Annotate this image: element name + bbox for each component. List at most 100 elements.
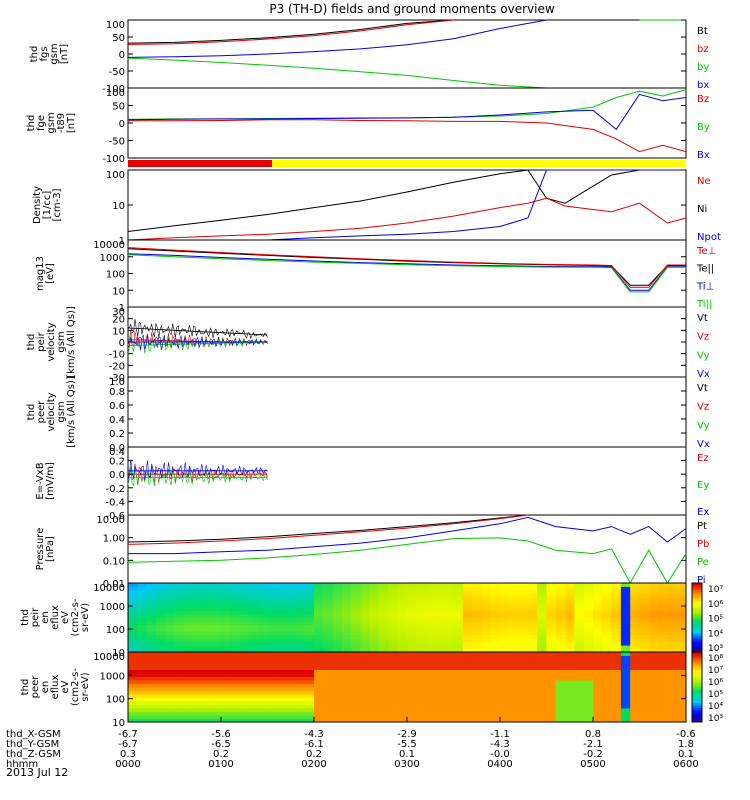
spectrogram-cell [211, 715, 222, 719]
spectrogram-cell [388, 676, 399, 681]
spectrogram-cell [407, 659, 417, 663]
spectrogram-cell [509, 669, 520, 674]
spectrogram-cell [146, 669, 157, 674]
spectrogram-cell [602, 666, 613, 670]
spectrogram-cell [620, 607, 631, 612]
spectrogram-cell [490, 676, 501, 681]
colorbar-cell [692, 659, 702, 662]
spectrogram-cell [453, 607, 464, 612]
spectrogram-cell [221, 662, 231, 667]
spectrogram-cell [183, 607, 194, 612]
spectrogram-cell [658, 583, 668, 587]
spectrogram-cell [416, 694, 427, 698]
spectrogram-cell [230, 648, 241, 653]
spectrogram-cell [407, 694, 417, 698]
spectrogram-cell [462, 697, 473, 702]
spectrogram-cell [341, 676, 352, 681]
spectrogram-cell [434, 669, 445, 674]
spectrogram-cell [360, 641, 371, 646]
spectrogram-cell [276, 673, 287, 677]
spectrogram-cell [555, 586, 566, 591]
spectrogram-cell [593, 704, 603, 709]
spectrogram-cell [146, 645, 157, 650]
spectrogram-cell [509, 627, 520, 632]
spectrogram-cell [490, 603, 501, 608]
y-tick-label: 0.0 [109, 470, 125, 481]
spectrogram-cell [286, 718, 296, 723]
spectrogram-cell [583, 687, 594, 691]
spectrogram-cell [295, 586, 306, 591]
spectrogram-cell [183, 666, 194, 670]
spectrogram-cell [351, 659, 361, 663]
x-tick-label: -0.0 [490, 749, 510, 760]
spectrogram-cell [295, 708, 306, 712]
spectrogram-cell [472, 711, 482, 716]
spectrogram-cell [267, 680, 278, 684]
spectrogram-cell [407, 655, 417, 660]
spectrogram-cell [248, 638, 259, 643]
spectrogram-cell [211, 655, 222, 660]
spectrogram-cell [462, 614, 473, 618]
colorbar-cell [692, 687, 702, 690]
spectrogram-cell [155, 669, 166, 674]
spectrogram-cell [332, 627, 343, 632]
spectrogram-cell [574, 704, 585, 709]
spectrogram-cell [379, 683, 389, 688]
spectrogram-cell [295, 648, 306, 653]
spectrogram-cell [472, 652, 482, 656]
spectrogram-cell [472, 589, 482, 594]
spectrogram-cell [258, 648, 268, 653]
spectrogram-cell [341, 666, 352, 670]
spectrogram-cell [574, 617, 585, 622]
spectrogram-cell [341, 638, 352, 643]
spectrogram-cell [369, 645, 380, 650]
spectrogram-cell [351, 652, 361, 656]
legend-entry-bz: bz [697, 44, 709, 55]
spectrogram-cell [676, 593, 687, 598]
spectrogram-cell [211, 627, 222, 632]
spectrogram-cell [248, 718, 259, 723]
spectrogram-cell [276, 600, 287, 605]
spectrogram-cell [165, 662, 175, 667]
spectrogram-cell [388, 683, 399, 688]
spectrogram-cell [574, 697, 585, 702]
spectrogram-cell [397, 718, 408, 723]
spectrogram-cell [202, 589, 213, 594]
spectrogram-cell [183, 634, 194, 639]
spectrogram-cell [639, 704, 650, 709]
spectrogram-cell [500, 715, 510, 719]
spectrogram-cell [537, 645, 547, 650]
spectrogram-cell [481, 708, 492, 712]
spectrogram-cell [379, 596, 389, 601]
spectrogram-cell [574, 673, 585, 677]
spectrogram-cell [286, 589, 296, 594]
spectrogram-cell [574, 586, 585, 591]
spectrogram-cell [128, 690, 138, 695]
spectrogram-cell [658, 655, 668, 660]
spectrogram-cell [388, 718, 399, 723]
spectrogram-cell [304, 631, 315, 636]
spectrogram-cell [639, 690, 650, 695]
spectrogram-cell [360, 624, 371, 629]
spectrogram-cell [369, 603, 380, 608]
spectrogram-cell [425, 711, 436, 716]
spectrogram-cell [583, 708, 594, 712]
y-tick-label: 0.2 [109, 457, 125, 468]
spectrogram-cell [211, 583, 222, 587]
x-tick-label: 1.8 [678, 739, 694, 750]
spectrogram-cell [537, 607, 547, 612]
spectrogram-cell [379, 673, 389, 677]
spectrogram-cell [434, 614, 445, 618]
spectrogram-cell [202, 697, 213, 702]
colorbar-cell [692, 629, 702, 632]
spectrogram-cell [323, 662, 334, 667]
spectrogram-cell [221, 680, 231, 684]
spectrogram-cell [351, 620, 361, 625]
spectrogram-cell [546, 583, 557, 587]
spectrogram-cell [407, 701, 417, 705]
spectrogram-cell [434, 607, 445, 612]
series-line-bx [127, 19, 547, 58]
spectrogram-cell [397, 648, 408, 653]
spectrogram-cell [425, 624, 436, 629]
